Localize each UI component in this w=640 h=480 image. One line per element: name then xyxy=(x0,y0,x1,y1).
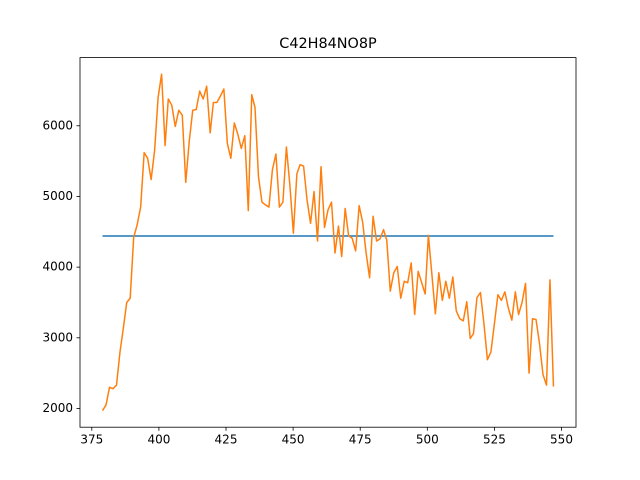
y-tick-label: 2000 xyxy=(42,401,73,415)
x-tick-label: 375 xyxy=(80,433,103,447)
x-tick-label: 525 xyxy=(483,433,506,447)
x-tick-label: 425 xyxy=(215,433,238,447)
y-tick-label: 5000 xyxy=(42,189,73,203)
y-tick-label: 4000 xyxy=(42,260,73,274)
x-tick-label: 550 xyxy=(550,433,573,447)
line xyxy=(101,73,555,411)
x-tick-label: 500 xyxy=(416,433,439,447)
y-tick-label: 3000 xyxy=(42,330,73,344)
chart-title: C42H84NO8P xyxy=(279,36,377,52)
x-tick-label: 400 xyxy=(147,433,170,447)
x-tick-label: 475 xyxy=(349,433,372,447)
y-tick-label: 6000 xyxy=(42,118,73,132)
axes-frame xyxy=(79,57,577,428)
x-tick-label: 450 xyxy=(282,433,305,447)
